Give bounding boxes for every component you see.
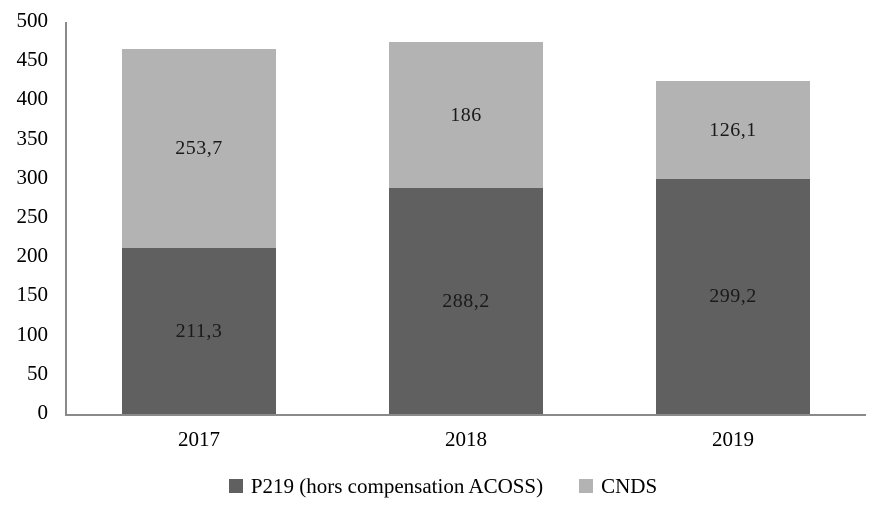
bar-segment-2019-series1: 126,1 [656,80,810,180]
bar-value-label: 126,1 [709,118,757,141]
y-axis-tick-label: 300 [16,164,49,189]
y-axis-tick-label: 400 [16,86,49,111]
legend-swatch-icon [228,479,243,493]
bar-segment-2018-series1: 186 [389,42,543,188]
x-axis-line [65,414,866,416]
legend-item-series0: P219 (hors compensation ACOSS) [228,473,544,499]
y-axis-tick-label: 450 [16,47,49,72]
x-axis-category-label: 2019 [712,427,754,451]
legend-label: CNDS [601,474,658,498]
bar-segment-2017-series1: 253,7 [122,49,276,249]
legend-label: P219 (hors compensation ACOSS) [250,474,544,498]
bar-value-label: 186 [450,103,482,126]
legend: P219 (hors compensation ACOSS) CNDS [0,473,886,499]
y-axis-tick-label: 0 [37,400,49,424]
y-axis-line [65,22,67,416]
legend-swatch-icon [579,479,594,493]
bar-value-label: 253,7 [175,137,223,160]
y-axis-tick-label: 150 [16,282,49,307]
y-axis-tick-label: 200 [16,243,49,268]
y-axis-tick-label: 250 [16,204,49,228]
bar-segment-2017-series0: 211,3 [122,248,276,414]
legend-item-series1: CNDS [579,473,657,499]
y-axis-tick-label: 500 [16,8,49,32]
y-axis-tick-label: 50 [27,360,48,385]
bar-segment-2018-series0: 288,2 [389,188,543,414]
bar-value-label: 299,2 [709,285,757,308]
y-axis-tick-label: 350 [16,125,49,150]
bar-value-label: 211,3 [175,319,223,342]
bar-value-label: 288,2 [442,289,490,312]
x-axis-category-label: 2017 [178,427,220,451]
x-axis-category-label: 2018 [445,427,487,451]
y-axis-tick-label: 100 [16,321,49,346]
bar-segment-2019-series0: 299,2 [656,179,810,414]
